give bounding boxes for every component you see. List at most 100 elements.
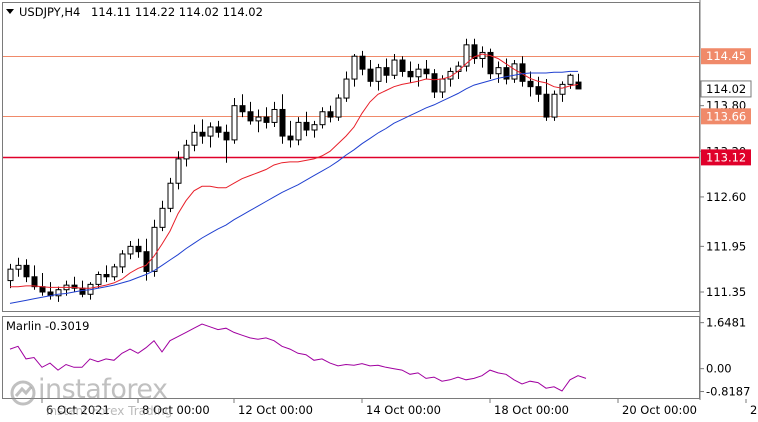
candle (335, 94, 342, 121)
candle (399, 56, 406, 77)
ohlc-readout: 114.11 114.22 114.02 114.02 (91, 5, 263, 19)
marlin-line (9, 323, 587, 392)
candle (415, 63, 422, 87)
level-tag (701, 108, 751, 125)
y-tick-label: 112.60 (706, 190, 746, 204)
candle (407, 61, 414, 83)
candle (311, 120, 318, 138)
candle (239, 94, 246, 118)
candle (295, 117, 302, 146)
osc-y-tick-label: 0.00 (706, 362, 732, 376)
x-tick-label: 20 Oct 00:00 (622, 403, 697, 417)
candle (223, 124, 230, 163)
candle (319, 107, 326, 129)
osc-y-tick-label: 1.6481 (706, 316, 746, 330)
time-axis: 6 Oct 2021 8 Oct 00:00 12 Oct 00:00 14 Oct … (41, 399, 758, 417)
candle (111, 263, 118, 281)
candle (39, 272, 46, 296)
symbol-title: USDJPY,H4 (19, 5, 80, 19)
indicator-title: Marlin -0.3019 (6, 319, 89, 333)
candle (159, 200, 166, 232)
candle (119, 250, 126, 273)
x-tick-label: 8 Oct 00:00 (142, 403, 210, 417)
dropdown-triangle-icon[interactable] (6, 9, 14, 14)
x-tick-label: 14 Oct 00:00 (366, 403, 441, 417)
candle (575, 73, 582, 90)
candle (359, 50, 366, 76)
candle (231, 98, 238, 144)
y-tick-label: 111.35 (706, 285, 746, 299)
candle (423, 60, 430, 80)
candle (367, 60, 374, 87)
candle (471, 38, 478, 64)
candle (511, 60, 518, 83)
level-tag (701, 48, 751, 65)
x-tick-label: 6 Oct 2021 (46, 403, 110, 417)
moving-averages-layer (9, 53, 579, 304)
candle (559, 81, 566, 102)
candle (47, 282, 54, 300)
level-tag-label: 113.12 (706, 150, 746, 164)
candle (351, 53, 358, 87)
ma-line-0 (10, 53, 579, 289)
candles-layer (7, 38, 582, 302)
candle (199, 119, 206, 144)
candle (487, 48, 494, 80)
candle (215, 120, 222, 138)
candle (495, 61, 502, 83)
candle (271, 101, 278, 127)
candle (7, 263, 14, 289)
candle (15, 257, 22, 277)
candle (87, 282, 94, 300)
price-axis: 111.35111.95112.60113.20113.80114.45113.… (700, 48, 752, 399)
candle (287, 120, 294, 148)
candle (95, 271, 102, 289)
candle (391, 53, 398, 80)
candle (343, 71, 350, 102)
current-price-tag (700, 80, 752, 98)
x-tick-label: 12 Oct 00:00 (238, 403, 313, 417)
candle (79, 280, 86, 298)
ma-line-1 (9, 70, 578, 304)
oscillator-layer (9, 323, 587, 392)
indicator-panel-border (2, 316, 700, 399)
current-price-label: 114.02 (706, 82, 746, 96)
candle (527, 71, 534, 97)
candle (135, 238, 142, 258)
candle (327, 105, 334, 123)
x-tick-label: 22 Oct 00:00 (750, 403, 758, 417)
candle (479, 46, 486, 68)
candle (127, 241, 134, 260)
y-tick-label: 111.95 (706, 239, 746, 253)
candle (551, 90, 558, 121)
candle (279, 94, 286, 144)
candle (543, 79, 550, 121)
osc-y-tick-label: -0.8187 (706, 385, 750, 399)
levels-layer (3, 56, 699, 159)
candle (375, 63, 382, 91)
level-tag-label: 114.45 (706, 49, 746, 63)
chart-title: USDJPY,H4 114.11 114.22 114.02 114.02 (6, 5, 263, 19)
candle (191, 124, 198, 152)
candle (567, 73, 574, 89)
candle (183, 139, 190, 167)
candle (463, 38, 470, 72)
candle (71, 276, 78, 292)
x-tick-label: 18 Oct 00:00 (494, 403, 569, 417)
level-tag (701, 149, 751, 166)
candle (167, 177, 174, 213)
candle (23, 259, 30, 283)
level-tag-label: 113.66 (706, 109, 746, 123)
candle (175, 151, 182, 190)
candle (383, 58, 390, 83)
candle (431, 69, 438, 99)
candle (263, 107, 270, 129)
candle (207, 122, 214, 148)
candle (247, 101, 254, 125)
candle (103, 265, 110, 283)
candle (519, 56, 526, 87)
candle (303, 111, 310, 137)
candle (255, 109, 262, 133)
candle (503, 58, 510, 85)
